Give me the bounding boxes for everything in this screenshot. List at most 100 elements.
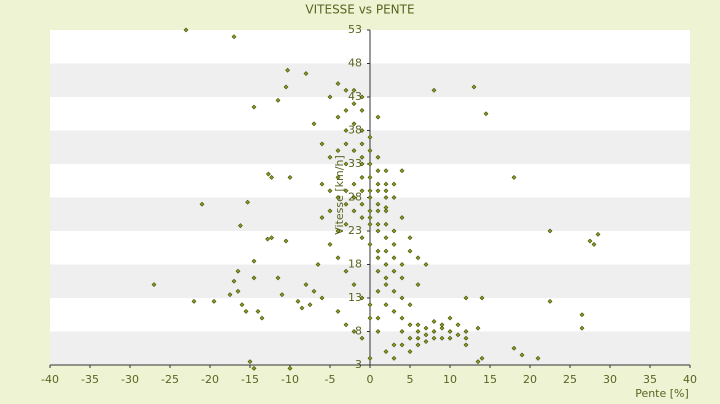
point (423, 325, 429, 331)
x-tick-label: -40 (41, 373, 59, 386)
point (375, 221, 381, 227)
point (335, 114, 341, 120)
point (391, 288, 397, 294)
point (407, 322, 413, 328)
point (279, 292, 285, 298)
point (407, 248, 413, 254)
point (367, 215, 373, 221)
point (391, 228, 397, 234)
point (535, 355, 541, 361)
point (327, 208, 333, 214)
point (283, 84, 289, 90)
point (431, 335, 437, 341)
point (399, 168, 405, 174)
point (343, 201, 349, 207)
point (235, 268, 241, 274)
point (351, 282, 357, 288)
point (251, 258, 257, 264)
point (391, 255, 397, 261)
point (351, 329, 357, 334)
point (579, 325, 585, 331)
point (455, 332, 461, 338)
x-tick-label: 25 (563, 373, 577, 386)
point (383, 302, 389, 308)
point (335, 255, 341, 261)
point (375, 255, 381, 261)
point (311, 121, 317, 127)
point (151, 282, 157, 288)
point (415, 322, 421, 328)
point (547, 228, 553, 234)
point (399, 342, 405, 348)
point (359, 128, 365, 133)
point (519, 352, 525, 358)
x-axis-label: Pente [%] (635, 387, 689, 400)
point (415, 342, 421, 348)
point (359, 235, 365, 241)
point (237, 223, 243, 229)
point (359, 154, 365, 160)
point (351, 208, 357, 214)
point (265, 236, 271, 242)
point (327, 188, 333, 194)
y-tick-label: 18 (348, 258, 362, 271)
point (239, 302, 245, 308)
y-axis-label: Vitesse [km/h] (333, 155, 346, 235)
point (351, 181, 357, 187)
point (295, 298, 301, 304)
point (483, 111, 489, 117)
point (327, 94, 333, 100)
point (375, 188, 381, 194)
point (383, 181, 389, 187)
point (463, 295, 469, 301)
point (407, 349, 413, 355)
y-tick-label: 33 (348, 157, 362, 170)
point (255, 308, 261, 314)
point (463, 335, 469, 341)
point (391, 195, 397, 200)
point (287, 174, 293, 180)
point (343, 188, 349, 194)
point (479, 295, 485, 301)
point (391, 241, 397, 247)
point (343, 87, 349, 93)
x-tick-label: -30 (121, 373, 139, 386)
point (245, 199, 251, 205)
point (351, 87, 357, 93)
point (475, 325, 481, 331)
point (439, 335, 445, 341)
point (335, 81, 341, 87)
point (383, 221, 389, 227)
point (335, 308, 341, 314)
point (399, 329, 405, 334)
x-tick-label: 15 (483, 373, 497, 386)
point (447, 335, 453, 341)
point (367, 355, 373, 361)
y-tick-label: 43 (348, 90, 362, 103)
point (423, 339, 429, 344)
point (343, 322, 349, 328)
point (463, 329, 469, 334)
point (471, 84, 477, 90)
point (343, 128, 349, 133)
point (367, 195, 373, 200)
point (383, 168, 389, 174)
point (447, 315, 453, 321)
point (375, 114, 381, 120)
point (399, 215, 405, 221)
point (287, 365, 293, 371)
point (391, 342, 397, 348)
x-tick-label: 0 (367, 373, 374, 386)
point (383, 195, 389, 200)
point (259, 315, 265, 321)
point (375, 315, 381, 321)
y-tick-label: 23 (348, 224, 362, 237)
point (367, 148, 373, 154)
point (351, 195, 357, 200)
point (231, 278, 237, 284)
point (511, 174, 517, 180)
y-tick-label: 8 (355, 325, 362, 338)
point (383, 349, 389, 355)
point (383, 205, 389, 210)
